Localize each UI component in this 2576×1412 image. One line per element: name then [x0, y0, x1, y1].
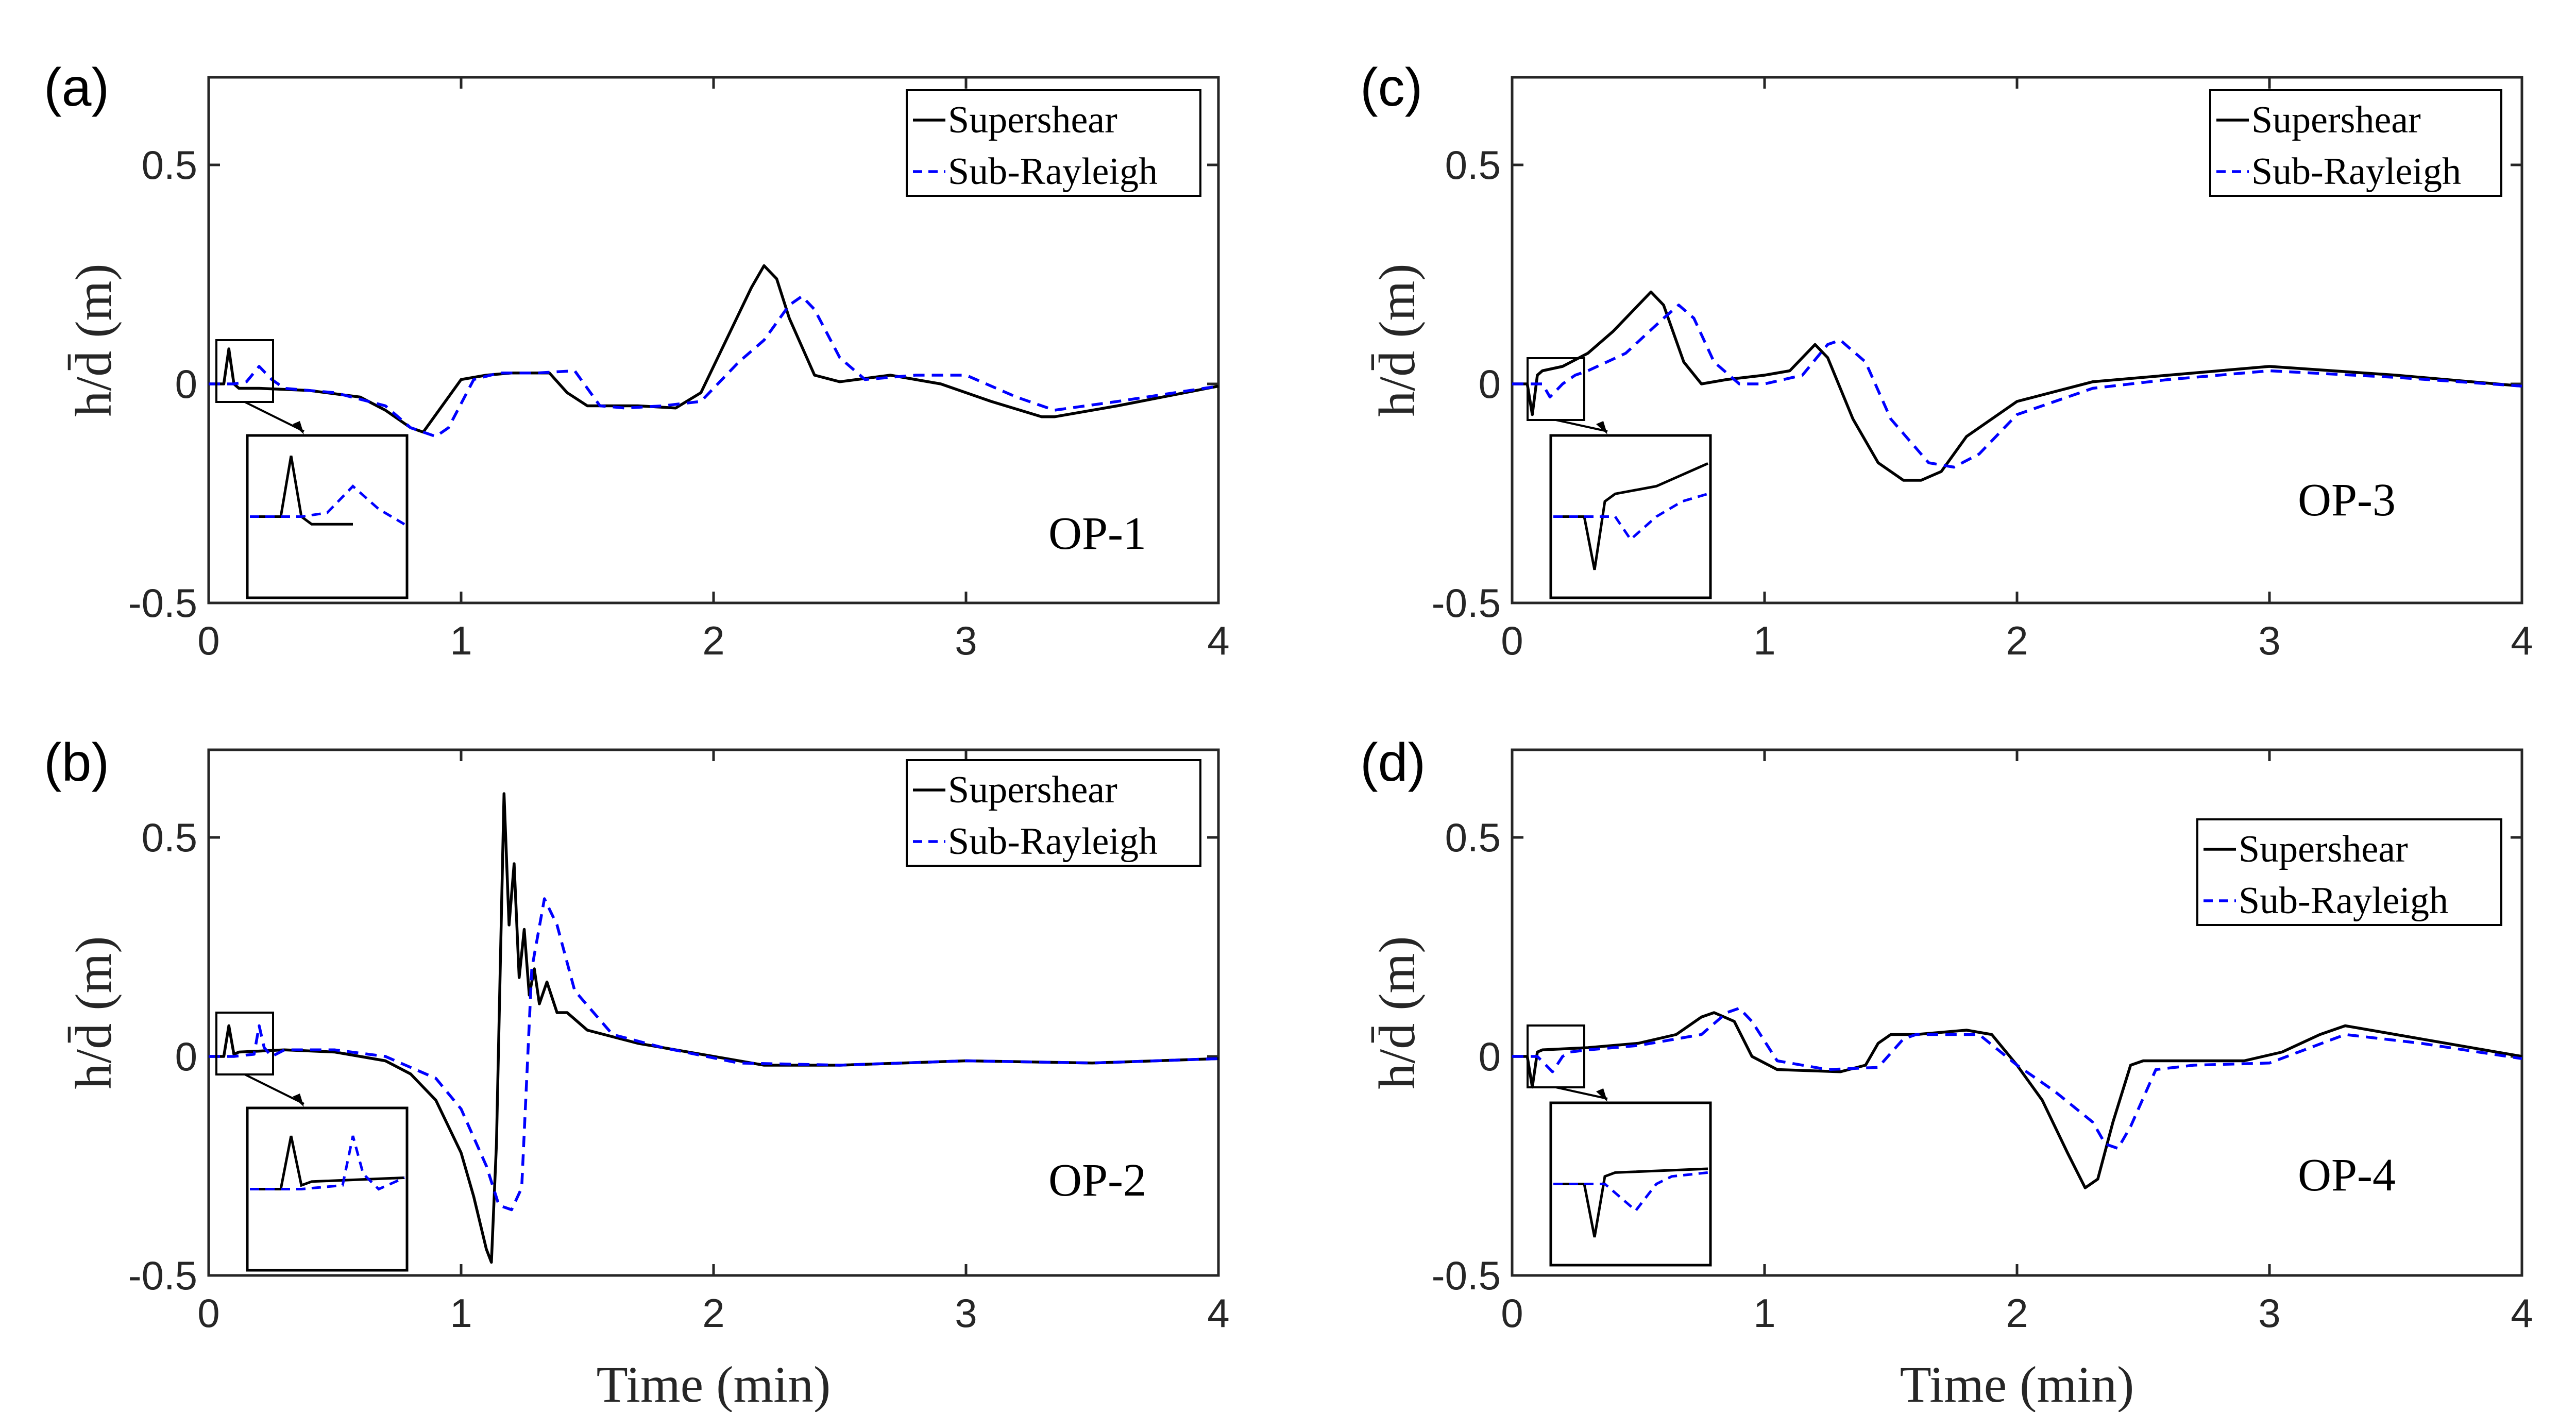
x-tick-label: 1: [1753, 1290, 1775, 1336]
y-tick-label: 0.5: [142, 142, 197, 188]
op-annotation: OP-3: [2298, 475, 2396, 526]
y-tick-label: 0.5: [1445, 815, 1501, 860]
x-tick-label: 2: [2006, 618, 2028, 663]
zoom-arrowhead: [293, 1094, 304, 1107]
series-line-sub-rayleigh: [1512, 1006, 2522, 1150]
legend-box: [2196, 818, 2502, 926]
zoom-arrow: [1555, 419, 1608, 432]
series-line-sub-rayleigh: [209, 897, 1219, 1212]
y-tick-label: 0.5: [1445, 142, 1501, 188]
series-line-sub-rayleigh: [209, 295, 1219, 438]
x-tick-label: 0: [197, 618, 219, 663]
zoom-arrow: [244, 1073, 304, 1105]
x-tick-label: 0: [1501, 1290, 1523, 1336]
inset-series-line-sub-rayleigh: [1553, 1171, 1708, 1213]
legend-label: Supershear: [2239, 828, 2408, 870]
zoom-arrowhead: [1596, 421, 1607, 434]
y-tick-label: -0.5: [128, 580, 197, 626]
series-line-supershear: [1512, 290, 2522, 482]
y-tick-label: 0: [175, 361, 197, 407]
y-tick-label: 0: [175, 1034, 197, 1079]
legend-box: [2209, 89, 2502, 197]
panel-label: (c): [1360, 58, 1422, 117]
chart-panel-c: (c)-0.500.50 1 2 3 4h/d̄ (m)SupershearSub-Ra…: [1360, 58, 2533, 663]
y-tick-label: 0.5: [142, 815, 197, 860]
legend-label: Supershear: [948, 99, 1117, 141]
y-axis-title: h/d̄ (m): [65, 263, 122, 416]
panel-label: (a): [44, 58, 109, 117]
inset-series-line-supershear: [1553, 1167, 1708, 1238]
legend-label: Sub-Rayleigh: [948, 820, 1158, 863]
x-tick-label: 0: [197, 1290, 219, 1336]
series-line-supershear: [209, 264, 1219, 434]
x-tick-label: 4: [1207, 618, 1229, 663]
inset-series-line-sub-rayleigh: [250, 484, 405, 526]
y-axis-title: h/d̄ (m): [65, 936, 122, 1089]
x-tick-label: 4: [2511, 1290, 2533, 1336]
panel-label: (b): [44, 733, 109, 793]
x-tick-label: 3: [955, 1290, 977, 1336]
zoom-arrow: [244, 401, 304, 432]
op-annotation: OP-2: [1048, 1155, 1146, 1206]
x-tick-label: 1: [450, 618, 472, 663]
chart-panel-b: (b)-0.500.50 1 2 3 4h/d̄ (m)Time (min)Supers…: [44, 733, 1230, 1412]
y-axis-title: h/d̄ (m): [1368, 936, 1426, 1089]
zoom-arrowhead: [1596, 1088, 1607, 1102]
y-tick-label: 0: [1479, 1034, 1501, 1079]
inset-series-line-supershear: [250, 456, 353, 526]
legend-label: Supershear: [948, 769, 1117, 811]
inset-series-line-sub-rayleigh: [1553, 492, 1708, 542]
op-annotation: OP-1: [1048, 508, 1146, 559]
legend-label: Supershear: [2251, 99, 2421, 141]
legend-label: Sub-Rayleigh: [948, 150, 1158, 193]
x-axis-title: Time (min): [597, 1356, 831, 1412]
legend-label: Sub-Rayleigh: [2251, 150, 2461, 193]
x-tick-label: 3: [2258, 1290, 2280, 1336]
y-tick-label: -0.5: [1432, 1253, 1501, 1298]
legend-box: [906, 759, 1201, 867]
zoom-arrow: [1555, 1086, 1608, 1100]
x-tick-label: 4: [1207, 1290, 1229, 1336]
x-tick-label: 4: [2511, 618, 2533, 663]
x-tick-label: 2: [702, 618, 724, 663]
chart-panel-d: (d)-0.500.50 1 2 3 4h/d̄ (m)Time (min)Supers…: [1360, 733, 2533, 1412]
y-tick-label: -0.5: [128, 1253, 197, 1298]
x-tick-label: 2: [2006, 1290, 2028, 1336]
legend-label: Sub-Rayleigh: [2239, 880, 2448, 922]
chart-panel-a: (a)-0.500.50 1 2 3 4h/d̄ (m)SupershearSub-Ra…: [44, 58, 1230, 663]
y-tick-label: -0.5: [1432, 580, 1501, 626]
series-line-sub-rayleigh: [1512, 304, 2522, 469]
x-tick-label: 3: [2258, 618, 2280, 663]
x-tick-label: 3: [955, 618, 977, 663]
zoom-arrowhead: [293, 421, 304, 434]
legend-box: [906, 89, 1201, 197]
x-axis-title: Time (min): [1900, 1356, 2134, 1412]
inset-series-line-sub-rayleigh: [250, 1135, 405, 1191]
y-tick-label: 0: [1479, 361, 1501, 407]
x-tick-label: 1: [450, 1290, 472, 1336]
x-tick-label: 1: [1753, 618, 1775, 663]
x-tick-label: 2: [702, 1290, 724, 1336]
op-annotation: OP-4: [2298, 1150, 2396, 1201]
inset-series-line-supershear: [250, 1135, 405, 1190]
panel-label: (d): [1360, 733, 1426, 793]
x-tick-label: 0: [1501, 618, 1523, 663]
y-axis-title: h/d̄ (m): [1368, 263, 1426, 416]
